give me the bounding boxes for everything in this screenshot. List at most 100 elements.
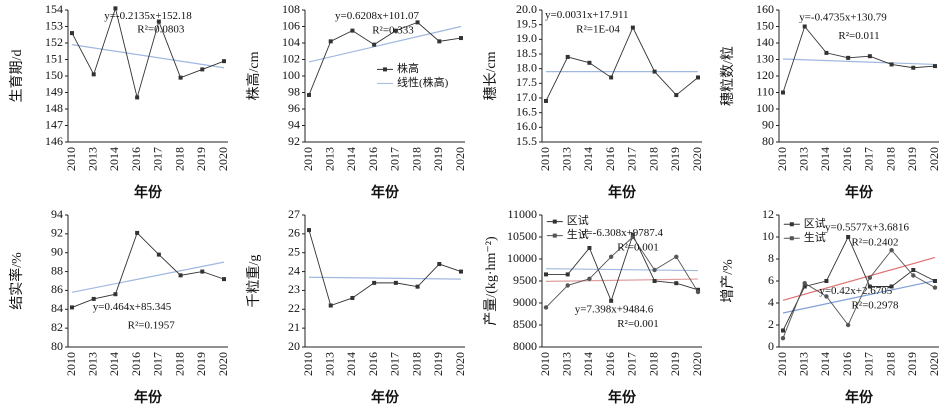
x-tick-label: 2020 <box>927 352 941 376</box>
x-axis-label: 年份 <box>845 389 874 406</box>
x-tick-label: 2017 <box>388 352 402 376</box>
y-tick-label: 23 <box>288 282 300 296</box>
x-tick-label: 2013 <box>559 147 573 171</box>
y-tick-label: 18.0 <box>516 60 537 74</box>
annotation: y=0.0031x+17.911 <box>545 9 629 21</box>
y-tick-label: 120 <box>756 68 774 82</box>
point <box>372 280 377 285</box>
point <box>91 72 96 77</box>
trendline <box>782 280 936 314</box>
y-axis-label: 结实率/% <box>8 252 25 310</box>
legend-label: 生试 <box>804 230 826 244</box>
point <box>846 55 851 60</box>
y-tick-label: 147 <box>45 117 63 131</box>
point <box>674 93 679 98</box>
y-tick-label: 11000 <box>507 207 537 221</box>
point <box>91 296 96 301</box>
trendline <box>782 256 936 301</box>
point <box>695 289 701 295</box>
y-tick-label: 110 <box>756 84 774 98</box>
x-tick-label: 2018 <box>883 352 897 376</box>
point <box>328 303 333 308</box>
y-tick-label: 96 <box>288 101 300 115</box>
y-tick-label: 88 <box>51 263 63 277</box>
y-tick-label: 150 <box>756 18 774 32</box>
y-tick-label: 16.5 <box>516 104 537 118</box>
y-tick-label: 94 <box>288 117 300 131</box>
x-tick-label: 2020 <box>453 352 467 376</box>
x-tick-label: 2010 <box>775 147 789 171</box>
x-tick-label: 2018 <box>883 147 897 171</box>
point <box>652 267 657 273</box>
point <box>135 95 140 100</box>
y-tick-label: 17.0 <box>516 90 537 104</box>
series-line <box>308 229 462 307</box>
x-axis-label: 年份 <box>608 389 637 406</box>
y-tick-label: 80 <box>51 339 63 353</box>
x-tick-label: 2020 <box>690 352 704 376</box>
point <box>824 294 829 299</box>
series-line <box>782 249 936 339</box>
point <box>587 246 592 250</box>
x-tick-label: 2020 <box>216 147 230 171</box>
series-line <box>546 233 699 303</box>
x-tick-label: 2013 <box>796 352 810 376</box>
point <box>70 31 74 36</box>
point <box>307 92 311 97</box>
point <box>867 54 872 59</box>
point <box>696 287 700 292</box>
x-tick-label: 2013 <box>322 147 336 171</box>
point <box>200 269 205 274</box>
point <box>393 280 398 285</box>
x-tick-label: 2017 <box>625 147 639 171</box>
y-axis-label: 千粒重/g <box>246 255 262 308</box>
point <box>415 284 420 289</box>
x-tick-label: 2018 <box>172 147 186 171</box>
annotation: y=0.6208x+101.07 <box>335 10 419 22</box>
y-tick-label: 102 <box>282 51 300 65</box>
y-tick-label: 151 <box>45 51 63 65</box>
series-line <box>545 236 699 308</box>
y-axis-label: 穗长/cm <box>483 51 499 100</box>
point <box>674 281 679 286</box>
annotation: R²=0.001 <box>617 242 659 254</box>
y-tick-label: 10 <box>762 229 774 243</box>
y-tick-label: 150 <box>45 68 63 82</box>
point <box>437 262 442 267</box>
y-axis-label: 生育期/d <box>9 50 25 103</box>
y-tick-label: 100 <box>756 101 774 115</box>
x-axis-label: 年份 <box>134 389 163 406</box>
trendline <box>308 276 462 280</box>
legend-label: 生试 <box>567 227 589 241</box>
x-tick-label: 2019 <box>431 352 445 376</box>
y-tick-label: 8000 <box>513 339 537 353</box>
x-tick-label: 2016 <box>840 352 854 376</box>
y-tick-label: 154 <box>45 2 63 16</box>
y-tick-label: 146 <box>45 134 63 148</box>
point <box>200 67 205 72</box>
point <box>156 252 161 257</box>
x-tick-label: 2018 <box>409 352 423 376</box>
y-tick-label: 27 <box>288 207 300 221</box>
x-tick-label: 2014 <box>581 352 595 376</box>
annotation: R²=0.1957 <box>128 319 176 331</box>
x-tick-label: 2010 <box>301 352 315 376</box>
annotation: R²=0.001 <box>617 318 659 330</box>
trendline <box>308 25 462 63</box>
x-tick-label: 2016 <box>366 147 380 171</box>
legend-label: 线性(株高) <box>397 75 449 89</box>
y-tick-label: 84 <box>51 301 63 315</box>
point <box>696 75 700 80</box>
x-tick-label: 2020 <box>216 352 230 376</box>
point <box>113 292 118 297</box>
point <box>372 42 377 47</box>
x-tick-label: 2018 <box>646 352 660 376</box>
y-tick-label: 80 <box>762 134 774 148</box>
x-tick-label: 2014 <box>107 147 121 171</box>
legend-label: 区试 <box>804 217 826 230</box>
y-tick-label: 148 <box>45 101 63 115</box>
annotation: R²=0.333 <box>372 25 414 37</box>
y-tick-label: 8500 <box>513 317 537 331</box>
point <box>350 28 355 33</box>
